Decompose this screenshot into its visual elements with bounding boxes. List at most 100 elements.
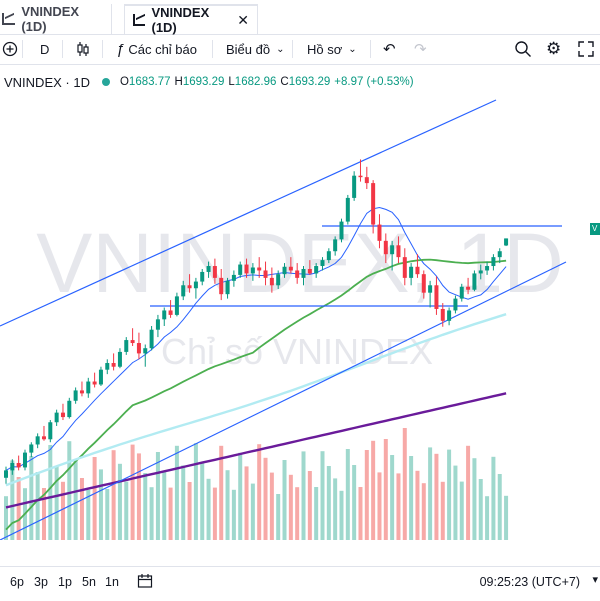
date-range-button[interactable] [137,573,153,592]
candle [149,326,154,351]
chart-type-label: Biểu đồ [226,41,271,57]
volume-bar [257,444,262,540]
range-1d-button[interactable]: 1n [105,575,119,589]
volume-bar [181,465,186,540]
close-value: 1693.29 [288,76,331,88]
trend-lines[interactable] [0,99,567,540]
volume-bar [459,481,464,540]
symbol-title[interactable]: VNINDEX · 1D [4,74,90,90]
volume-bar [193,443,198,540]
volume-bar [174,445,179,540]
range-5d-button[interactable]: 5n [82,575,96,589]
calendar-icon [137,574,153,588]
volume-bar [124,481,129,540]
undo-button[interactable]: ↶ [383,34,396,64]
volume-bar [428,447,433,540]
candle [67,397,72,419]
candle [478,264,483,280]
candle [124,337,129,355]
interval-label: D [40,41,50,57]
indicators-label: Các chỉ báo [128,41,197,57]
volume-bar [390,455,395,540]
volume-bar [415,470,420,540]
chart-type-menu[interactable]: Biểu đồ ⌄ [226,34,284,64]
volume-bar [440,481,445,540]
candle [466,277,471,295]
candle [48,420,53,443]
volume-bar [421,483,426,540]
candle [263,261,268,286]
candle [206,261,211,278]
volume-bar [168,487,173,540]
settings-button[interactable]: ⚙ [546,34,561,64]
high-value: 1693.29 [182,76,225,88]
tab-vnindex-2[interactable]: VNINDEX (1D) ✕ [124,4,258,35]
settings-dots-icon[interactable]: ▾ [592,574,598,586]
candle [117,348,122,369]
candle [200,268,205,286]
ma-mid-line [5,258,507,531]
candle [276,270,281,289]
candle [421,270,426,299]
open-value: 1683.77 [128,76,171,88]
candle [136,332,141,360]
candle [440,303,445,327]
volume-bar [225,470,230,540]
range-6m-button[interactable]: 6p [10,575,24,589]
candle [472,270,477,292]
candle [497,248,502,264]
open-key: O [119,76,129,88]
candle [219,268,224,301]
quick-search-button[interactable] [514,34,532,64]
bottom-bar: 6p 3p 1p 5n 1n 09:25:23 (UTC+7) ▾ [0,566,600,601]
candle [485,261,490,275]
candle [168,300,173,318]
ma-long-line [5,313,507,487]
volume-bar [41,488,46,540]
range-1m-button[interactable]: 1p [58,575,72,589]
candle [105,359,110,375]
fullscreen-button[interactable] [578,34,594,64]
candle [377,214,382,249]
volume-bar [377,472,382,540]
candle [320,257,325,271]
candle [143,344,148,367]
candle [22,449,27,471]
candle [459,283,464,302]
candle [491,254,496,271]
candle [326,248,331,264]
volume-bar [478,479,483,540]
channel-lower-line[interactable] [0,261,567,540]
tab-vnindex-1[interactable]: VNINDEX (1D) [0,4,112,34]
volume-bar [314,487,319,540]
volume-bar [402,428,407,540]
redo-button[interactable]: ↷ [414,34,427,64]
volume-bar [358,487,363,540]
close-icon[interactable]: ✕ [237,11,249,28]
volume-bar [92,457,97,540]
range-3m-button[interactable]: 3p [34,575,48,589]
volume-bar [466,445,471,540]
candle [155,314,160,338]
volume-bar [345,449,350,540]
price-chart[interactable]: VNINDEX, 1D Chỉ số VNINDEX Tháng 7Tháng … [0,92,590,540]
volume-bar [67,441,72,540]
candle [231,270,236,287]
moving-averages [5,206,507,531]
profile-label: Hồ sơ [307,41,343,57]
volume-bar [301,451,306,540]
volume-bar [447,449,452,540]
channel-upper-line[interactable] [0,99,497,327]
candle-type-button[interactable] [76,34,90,64]
candle [4,466,8,484]
volume-bar [212,487,217,540]
volume-bar [16,477,21,540]
candle [86,377,91,398]
interval-button[interactable]: D [40,34,49,64]
price-axis-tag: V [590,223,600,235]
add-symbol-button[interactable] [2,34,18,64]
indicators-button[interactable]: ƒ Các chỉ báo [116,34,197,64]
profile-menu[interactable]: Hồ sơ ⌄ [307,34,357,64]
candle [29,442,34,458]
volume-bar [453,465,458,540]
